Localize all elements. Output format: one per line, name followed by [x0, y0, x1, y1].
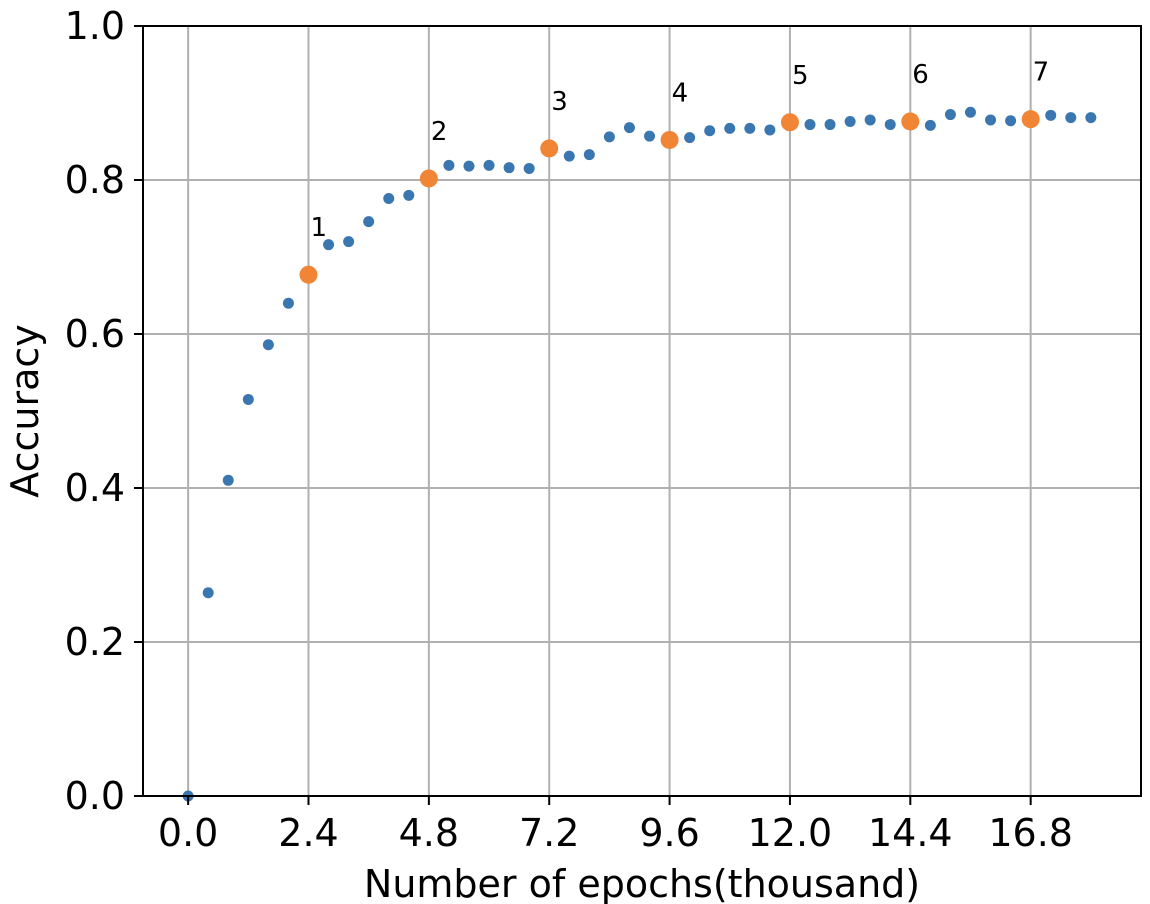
data-point: [1005, 115, 1017, 127]
data-point: [563, 150, 575, 162]
y-tick-label: 0.8: [65, 158, 125, 202]
x-tick-label: 0.0: [158, 811, 218, 855]
data-point: [924, 119, 936, 131]
data-point: [603, 131, 615, 143]
data-point: [262, 339, 274, 351]
data-point: [222, 474, 234, 486]
data-point: [704, 125, 716, 137]
data-point: [323, 239, 335, 251]
x-tick-label: 16.8: [988, 811, 1073, 855]
y-tick-label: 0.2: [65, 620, 125, 664]
data-point: [523, 162, 535, 174]
data-point: [463, 160, 475, 172]
data-point: [483, 159, 495, 171]
y-axis-label: Accuracy: [3, 324, 47, 498]
data-point: [383, 192, 395, 204]
checkpoint-point: [901, 112, 920, 131]
data-point: [985, 114, 997, 126]
data-point: [403, 189, 415, 201]
checkpoint-point: [780, 113, 799, 132]
data-point: [964, 106, 976, 118]
data-point: [503, 162, 515, 174]
data-point: [623, 122, 635, 134]
checkpoint-point: [419, 169, 438, 188]
x-tick-label: 2.4: [278, 811, 338, 855]
checkpoint-annotation: 6: [912, 60, 929, 90]
data-point: [804, 119, 816, 131]
axis-ticks: 0.0 2.4 4.8 7.2 9.6 12.0 14.4 16.8 0.0 0.2 0.4 0.6 0…: [65, 4, 1073, 855]
data-point: [884, 119, 896, 131]
grid: [143, 25, 1141, 797]
x-tick-label: 7.2: [519, 811, 579, 855]
data-point: [343, 236, 355, 248]
x-tick-label: 4.8: [399, 811, 459, 855]
data-point: [1085, 112, 1097, 124]
data-point: [844, 115, 856, 127]
x-tick-label: 14.4: [868, 811, 953, 855]
x-tick-label: 9.6: [639, 811, 699, 855]
data-point: [1045, 109, 1057, 121]
checkpoint-annotation: 7: [1033, 58, 1050, 88]
data-point: [363, 216, 375, 228]
data-point: [282, 297, 294, 309]
data-point: [864, 114, 876, 126]
y-tick-label: 0.4: [65, 466, 125, 510]
data-point: [764, 124, 776, 136]
checkpoint-annotation: 3: [551, 87, 568, 117]
data-point: [724, 122, 736, 134]
checkpoint-point: [1021, 110, 1040, 129]
data-point: [944, 109, 956, 121]
data-point: [242, 393, 254, 405]
checkpoint-annotation: 4: [672, 78, 689, 108]
data-point: [583, 149, 595, 161]
y-tick-label: 0.6: [65, 312, 125, 356]
data-point: [684, 132, 696, 144]
checkpoint-annotation: 1: [310, 213, 327, 243]
y-tick-label: 0.0: [65, 774, 125, 818]
data-point: [443, 159, 455, 171]
data-point: [744, 122, 756, 134]
checkpoint-annotation: 5: [792, 61, 809, 91]
data-point: [824, 119, 836, 131]
checkpoint-point: [660, 130, 679, 149]
data-point: [1065, 112, 1077, 124]
data-point: [202, 587, 214, 599]
checkpoint-point: [299, 265, 318, 284]
x-tick-label: 12.0: [748, 811, 833, 855]
annotations: 1 2 3 4 5 6 7: [310, 58, 1049, 244]
x-axis-label: Number of epochs(thousand): [364, 862, 920, 904]
checkpoint-point: [540, 139, 559, 158]
data-points: [182, 106, 1097, 802]
plot-frame: [142, 25, 1142, 797]
y-tick-label: 1.0: [65, 4, 125, 48]
data-point: [644, 130, 656, 142]
checkpoint-annotation: 2: [431, 117, 448, 147]
